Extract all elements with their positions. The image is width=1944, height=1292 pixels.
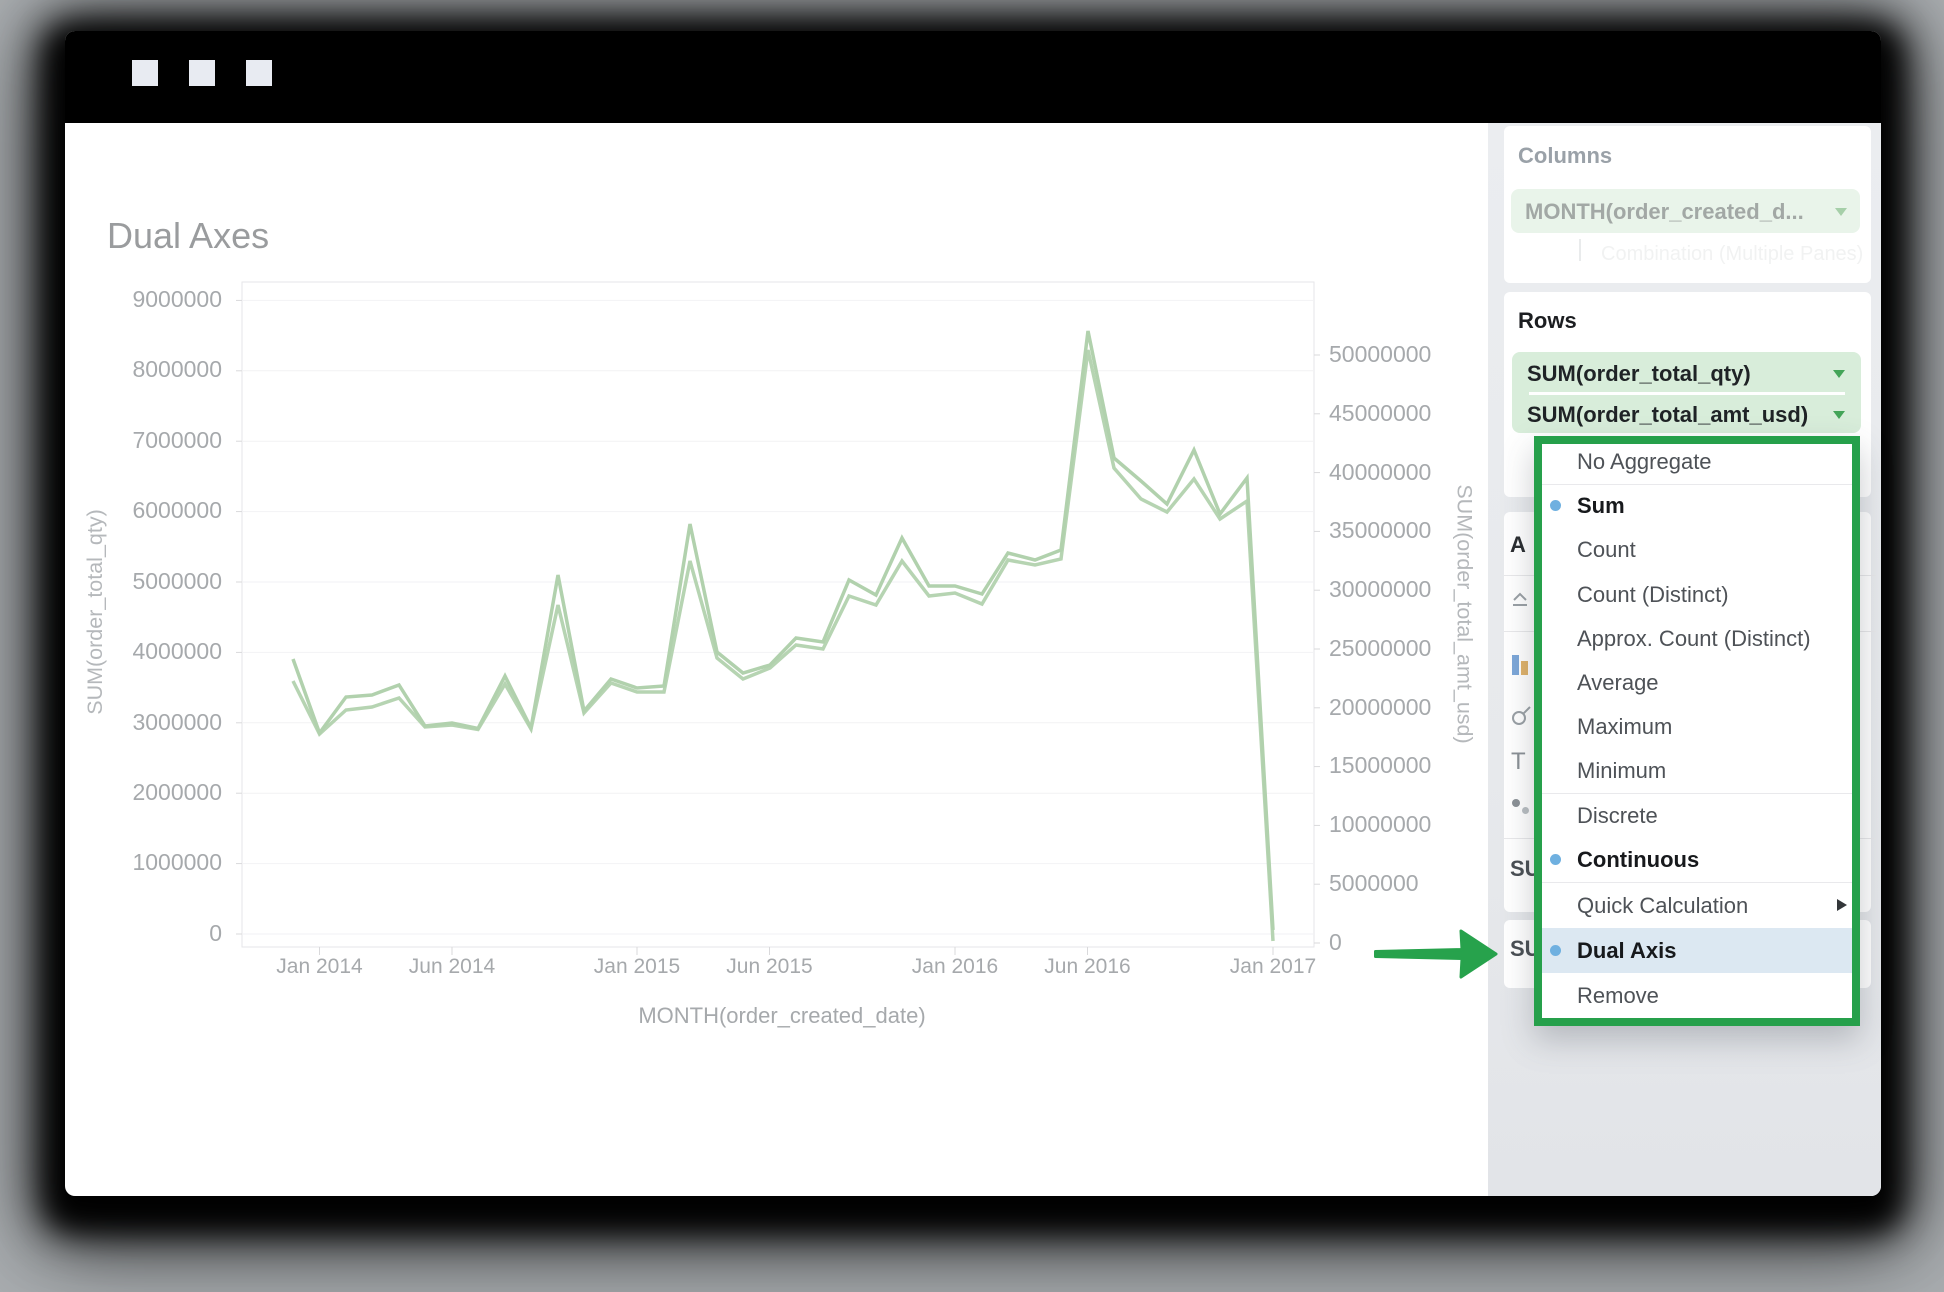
svg-text:Jan 2014: Jan 2014 xyxy=(276,955,363,978)
svg-text:MONTH(order_created_date): MONTH(order_created_date) xyxy=(638,1003,925,1028)
svg-text:40000000: 40000000 xyxy=(1329,459,1431,485)
svg-text:50000000: 50000000 xyxy=(1329,341,1431,367)
svg-text:15000000: 15000000 xyxy=(1329,752,1431,778)
svg-text:9000000: 9000000 xyxy=(132,286,222,312)
svg-text:3000000: 3000000 xyxy=(132,709,222,735)
svg-text:45000000: 45000000 xyxy=(1329,400,1431,426)
svg-text:2000000: 2000000 xyxy=(132,779,222,805)
svg-text:0: 0 xyxy=(1329,929,1342,955)
svg-text:SUM(order_total_qty): SUM(order_total_qty) xyxy=(83,509,107,715)
svg-text:5000000: 5000000 xyxy=(132,568,222,594)
svg-text:8000000: 8000000 xyxy=(132,356,222,382)
svg-text:Jun 2016: Jun 2016 xyxy=(1044,955,1130,978)
svg-text:20000000: 20000000 xyxy=(1329,694,1431,720)
svg-text:10000000: 10000000 xyxy=(1329,811,1431,837)
svg-text:Jan 2016: Jan 2016 xyxy=(912,955,998,978)
svg-text:4000000: 4000000 xyxy=(132,638,222,664)
svg-text:Jun 2014: Jun 2014 xyxy=(409,955,496,978)
svg-text:5000000: 5000000 xyxy=(1329,870,1419,896)
svg-text:Jan 2017: Jan 2017 xyxy=(1230,955,1316,978)
svg-text:30000000: 30000000 xyxy=(1329,576,1431,602)
svg-text:Jun 2015: Jun 2015 xyxy=(726,955,812,978)
svg-text:SUM(order_total_amt_usd): SUM(order_total_amt_usd) xyxy=(1453,484,1477,743)
svg-text:1000000: 1000000 xyxy=(132,849,222,875)
svg-text:0: 0 xyxy=(209,920,222,946)
svg-text:25000000: 25000000 xyxy=(1329,635,1431,661)
svg-text:35000000: 35000000 xyxy=(1329,517,1431,543)
svg-text:Dual Axes: Dual Axes xyxy=(107,215,269,256)
svg-text:7000000: 7000000 xyxy=(132,427,222,453)
svg-text:6000000: 6000000 xyxy=(132,497,222,523)
svg-text:Jan 2015: Jan 2015 xyxy=(594,955,680,978)
